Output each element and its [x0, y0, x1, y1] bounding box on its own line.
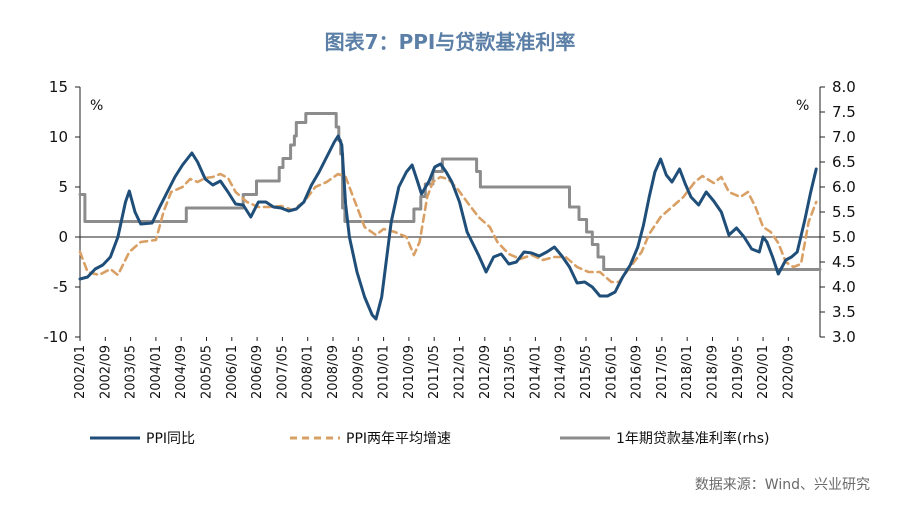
- x-tick-label: 2012/01: [452, 345, 467, 399]
- left-tick-label: -5: [53, 278, 68, 296]
- x-tick-label: 2008/01: [301, 345, 316, 399]
- series-line-2: [78, 112, 822, 271]
- series-line-0: [78, 134, 818, 321]
- right-tick-label: 5.0: [832, 228, 856, 246]
- x-tick-label: 2003/05: [124, 345, 139, 399]
- x-tick-label: 2006/01: [225, 345, 240, 399]
- x-tick-label: 2018/01: [680, 345, 695, 399]
- left-tick-label: -10: [44, 328, 69, 346]
- x-tick-label: 2010/01: [377, 345, 392, 399]
- right-unit-label: %: [796, 98, 809, 114]
- x-tick-label: 2009/05: [351, 345, 366, 399]
- x-tick-label: 2004/09: [174, 345, 189, 399]
- x-tick-label: 2015/05: [579, 345, 594, 399]
- left-unit-label: %: [90, 98, 103, 114]
- right-tick-label: 3.0: [832, 328, 856, 346]
- left-tick-label: 15: [49, 78, 68, 96]
- x-tick-label: 2020/09: [781, 345, 796, 399]
- x-tick-label: 2004/01: [149, 345, 164, 399]
- right-tick-label: 4.0: [832, 278, 856, 296]
- x-tick-label: 2019/05: [731, 345, 746, 399]
- x-tick-label: 2018/09: [705, 345, 720, 399]
- x-tick-label: 2002/01: [73, 345, 88, 399]
- right-tick-label: 7.0: [832, 128, 856, 146]
- legend: PPI同比 PPI两年平均增速 1年期贷款基准利率(rhs): [90, 430, 770, 447]
- axes: -10 -5 0 5 10 15 3.0 3.5 4.0 4.5 5.0 5.5 6.0 6.5 7.0 7.…: [44, 78, 856, 346]
- right-tick-label: 6.0: [832, 178, 856, 196]
- x-tick-label: 2006/09: [250, 345, 265, 399]
- x-tick-label: 2010/09: [402, 345, 417, 399]
- x-tick-label: 2016/09: [630, 345, 645, 399]
- x-tick-label: 2017/05: [655, 345, 670, 399]
- source-note: 数据来源：Wind、兴业研究: [694, 477, 870, 493]
- chart-title: 图表7：PPI与贷款基准利率: [324, 30, 576, 54]
- right-tick-label: 8.0: [832, 78, 856, 96]
- x-tick-label: 2014/01: [528, 345, 543, 399]
- right-tick-label: 6.5: [832, 153, 856, 171]
- x-tick-label: 2020/01: [756, 345, 771, 399]
- legend-label-0: PPI同比: [146, 431, 195, 447]
- x-tick-labels: 2002/01 2002/09 2003/05 2004/01 2004/09 2005/…: [73, 337, 796, 399]
- x-tick-label: 2008/09: [326, 345, 341, 399]
- right-tick-label: 4.5: [832, 253, 856, 271]
- right-tick-label: 3.5: [832, 303, 856, 321]
- right-tick-label: 5.5: [832, 203, 856, 221]
- legend-label-1: PPI两年平均增速: [346, 431, 451, 447]
- legend-label-2: 1年期贷款基准利率(rhs): [616, 430, 770, 447]
- left-tick-label: 0: [58, 228, 68, 246]
- right-tick-label: 7.5: [832, 103, 856, 121]
- x-tick-label: 2016/01: [604, 345, 619, 399]
- series-line-1: [78, 172, 818, 284]
- x-tick-label: 2002/09: [98, 345, 113, 399]
- x-tick-label: 2014/09: [554, 345, 569, 399]
- x-tick-label: 2012/09: [478, 345, 493, 399]
- x-tick-label: 2007/05: [275, 345, 290, 399]
- x-tick-label: 2011/05: [427, 345, 442, 399]
- x-tick-label: 2013/05: [503, 345, 518, 399]
- x-tick-label: 2005/05: [199, 345, 214, 399]
- series-lines: [78, 112, 822, 321]
- left-tick-label: 5: [58, 178, 68, 196]
- left-tick-label: 10: [49, 128, 68, 146]
